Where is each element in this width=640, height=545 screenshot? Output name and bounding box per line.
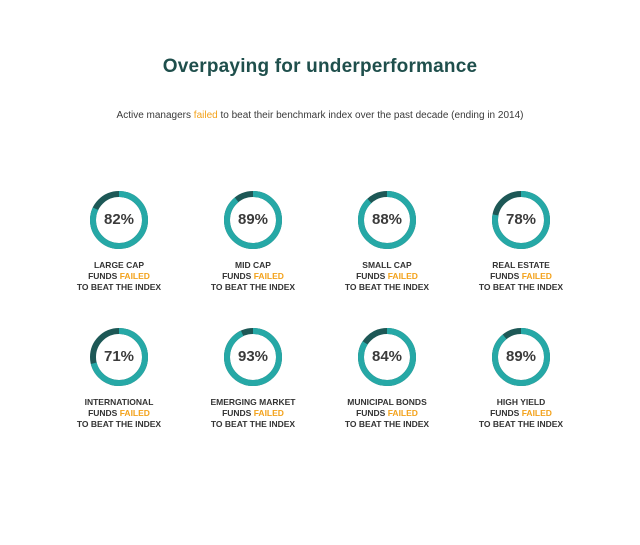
caption-funds-failed: FUNDS FAILED <box>52 271 186 282</box>
donut-percent-label: 71% <box>103 348 135 365</box>
caption-category: EMERGING MARKET <box>210 397 296 407</box>
caption-funds-text: FUNDS <box>356 408 388 418</box>
donut-card: 89% HIGH YIELD FUNDS FAILED TO BEAT THE IND… <box>454 325 588 450</box>
caption-funds-failed: FUNDS FAILED <box>186 271 320 282</box>
donut-svg <box>358 328 416 386</box>
caption-beat-index: TO BEAT THE INDEX <box>76 282 162 292</box>
donut-svg <box>492 328 550 386</box>
donut-percent-label: 89% <box>505 348 537 365</box>
caption-failed-highlight: FAILED <box>253 408 284 418</box>
donut-svg <box>224 191 282 249</box>
caption-failed-highlight: FAILED <box>387 408 418 418</box>
donut-card: 93% EMERGING MARKET FUNDS FAILED TO BEAT TH… <box>186 325 320 450</box>
caption-beat-index: TO BEAT THE INDEX <box>478 419 564 429</box>
donut-card: 78% REAL ESTATE FUNDS FAILED TO BEAT THE IN… <box>454 188 588 313</box>
donut-svg <box>224 328 282 386</box>
caption-category: MUNICIPAL BONDS <box>347 397 427 407</box>
donut-card: 84% MUNICIPAL BONDS FUNDS FAILED TO BEAT TH… <box>320 325 454 450</box>
caption-failed-highlight: FAILED <box>387 271 418 281</box>
donut-grid: 82% LARGE CAP FUNDS FAILED TO BEAT THE INDE… <box>52 188 588 448</box>
caption-funds-failed: FUNDS FAILED <box>186 408 320 419</box>
donut-svg <box>492 191 550 249</box>
donut-caption: REAL ESTATE FUNDS FAILED TO BEAT THE INDEX <box>454 260 588 293</box>
caption-funds-text: FUNDS <box>490 271 522 281</box>
donut-card: 71% INTERNATIONAL FUNDS FAILED TO BEAT THE … <box>52 325 186 450</box>
donut-svg <box>90 191 148 249</box>
donut-ring: 84% <box>357 327 417 387</box>
donut-card: 89% MID CAP FUNDS FAILED TO BEAT THE INDEX <box>186 188 320 313</box>
caption-category: HIGH YIELD <box>496 397 546 407</box>
donut-caption: MID CAP FUNDS FAILED TO BEAT THE INDEX <box>186 260 320 293</box>
donut-card: 88% SMALL CAP FUNDS FAILED TO BEAT THE INDE… <box>320 188 454 313</box>
donut-caption: MUNICIPAL BONDS FUNDS FAILED TO BEAT THE I… <box>320 397 454 430</box>
donut-caption: INTERNATIONAL FUNDS FAILED TO BEAT THE IND… <box>52 397 186 430</box>
donut-caption: SMALL CAP FUNDS FAILED TO BEAT THE INDEX <box>320 260 454 293</box>
donut-value-arc <box>358 191 416 249</box>
caption-failed-highlight: FAILED <box>119 271 150 281</box>
donut-ring: 71% <box>89 327 149 387</box>
subtitle-text-end: to beat their benchmark index over the p… <box>217 110 524 121</box>
donut-ring: 82% <box>89 190 149 250</box>
caption-funds-failed: FUNDS FAILED <box>52 408 186 419</box>
donut-percent-label: 84% <box>371 348 403 365</box>
donut-value-arc <box>358 328 416 386</box>
donut-percent-label: 82% <box>103 211 135 228</box>
caption-category: REAL ESTATE <box>492 260 550 270</box>
donut-value-arc <box>224 328 282 386</box>
caption-beat-index: TO BEAT THE INDEX <box>76 419 162 429</box>
caption-beat-index: TO BEAT THE INDEX <box>210 419 296 429</box>
donut-percent-label: 78% <box>505 211 537 228</box>
caption-funds-failed: FUNDS FAILED <box>320 271 454 282</box>
donut-card: 82% LARGE CAP FUNDS FAILED TO BEAT THE INDE… <box>52 188 186 313</box>
donut-ring: 78% <box>491 190 551 250</box>
caption-category: MID CAP <box>235 260 271 270</box>
donut-percent-label: 93% <box>237 348 269 365</box>
chart-title: Overpaying for underperformance <box>162 56 478 77</box>
donut-ring: 88% <box>357 190 417 250</box>
caption-funds-text: FUNDS <box>222 271 254 281</box>
donut-ring: 89% <box>491 327 551 387</box>
caption-failed-highlight: FAILED <box>521 271 552 281</box>
donut-percent-label: 89% <box>237 211 269 228</box>
caption-funds-text: FUNDS <box>88 271 120 281</box>
caption-failed-highlight: FAILED <box>119 408 150 418</box>
donut-caption: LARGE CAP FUNDS FAILED TO BEAT THE INDEX <box>52 260 186 293</box>
caption-funds-text: FUNDS <box>490 408 522 418</box>
caption-funds-failed: FUNDS FAILED <box>320 408 454 419</box>
caption-beat-index: TO BEAT THE INDEX <box>344 419 430 429</box>
donut-value-arc <box>90 328 148 386</box>
caption-failed-highlight: FAILED <box>253 271 284 281</box>
caption-beat-index: TO BEAT THE INDEX <box>344 282 430 292</box>
donut-ring: 89% <box>223 190 283 250</box>
donut-percent-label: 88% <box>371 211 403 228</box>
caption-funds-failed: FUNDS FAILED <box>454 408 588 419</box>
donut-svg <box>358 191 416 249</box>
caption-funds-text: FUNDS <box>222 408 254 418</box>
caption-funds-text: FUNDS <box>88 408 120 418</box>
caption-category: SMALL CAP <box>362 260 412 270</box>
donut-value-arc <box>224 191 282 249</box>
donut-caption: EMERGING MARKET FUNDS FAILED TO BEAT THE I… <box>186 397 320 430</box>
donut-svg <box>90 328 148 386</box>
donut-value-arc <box>492 191 550 249</box>
donut-value-arc <box>492 328 550 386</box>
subtitle-text-start: Active managers <box>116 110 194 121</box>
subtitle-highlight: failed <box>193 110 218 121</box>
caption-category: LARGE CAP <box>93 260 145 270</box>
caption-beat-index: TO BEAT THE INDEX <box>478 282 564 292</box>
donut-value-arc <box>90 191 148 249</box>
caption-beat-index: TO BEAT THE INDEX <box>210 282 296 292</box>
caption-funds-text: FUNDS <box>356 271 388 281</box>
donut-caption: HIGH YIELD FUNDS FAILED TO BEAT THE INDEX <box>454 397 588 430</box>
chart-subtitle: Active managers failed to beat their ben… <box>0 110 640 121</box>
caption-funds-failed: FUNDS FAILED <box>454 271 588 282</box>
caption-category: INTERNATIONAL <box>84 397 154 407</box>
donut-ring: 93% <box>223 327 283 387</box>
caption-failed-highlight: FAILED <box>521 408 552 418</box>
